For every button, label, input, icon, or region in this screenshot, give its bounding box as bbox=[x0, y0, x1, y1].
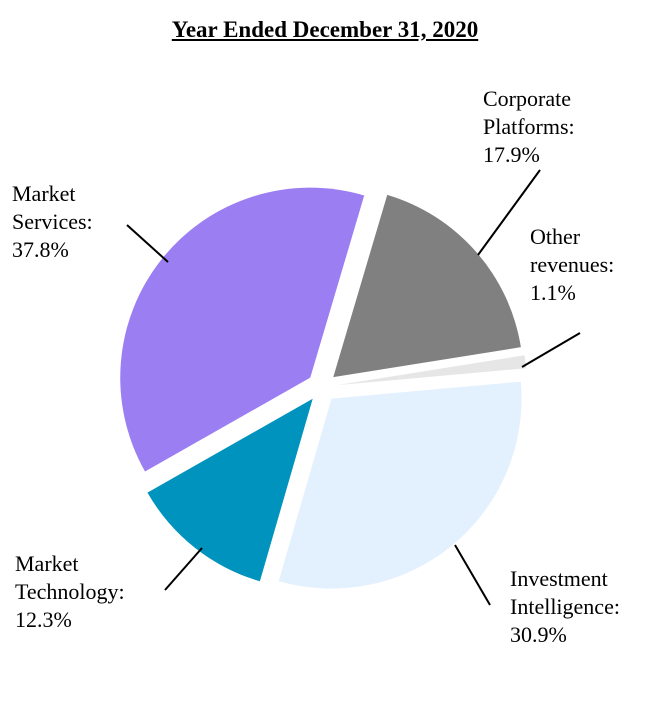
slice-corporate-platforms bbox=[333, 194, 521, 378]
leader-line-corporate-platforms bbox=[477, 169, 541, 256]
chart-title: Year Ended December 31, 2020 bbox=[171, 17, 479, 42]
leader-line-other-revenues bbox=[521, 332, 581, 368]
slice-market-services bbox=[120, 187, 365, 472]
label-market-technology: Market Technology: 12.3% bbox=[15, 551, 125, 632]
slice-market-technology bbox=[147, 398, 313, 582]
label-investment-intelligence: Investment Intelligence: 30.9% bbox=[510, 566, 620, 647]
slice-investment-intelligence bbox=[278, 381, 522, 589]
leader-line-market-services bbox=[126, 224, 169, 263]
label-other-revenues: Other revenues: 1.1% bbox=[530, 224, 615, 305]
label-corporate-platforms: Corporate Platforms: 17.9% bbox=[483, 86, 575, 167]
leader-line-market-technology bbox=[164, 547, 203, 591]
slice-other-revenues bbox=[336, 355, 527, 386]
leader-line-investment-intelligence bbox=[454, 544, 491, 606]
label-market-services: Market Services: 37.8% bbox=[12, 181, 93, 262]
